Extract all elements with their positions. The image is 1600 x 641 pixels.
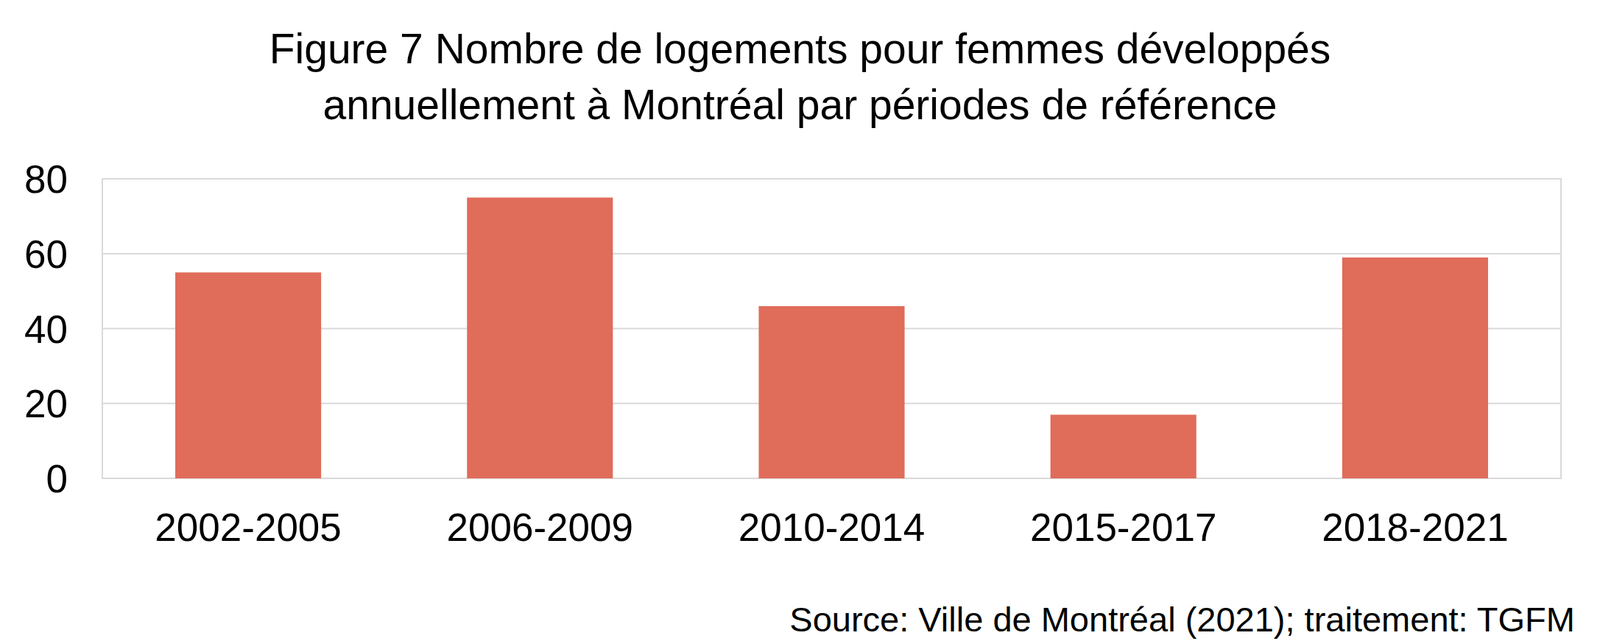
bar xyxy=(175,272,322,479)
x-tick-label: 2002-2005 xyxy=(154,505,341,550)
bar xyxy=(758,306,905,479)
x-tick-label: 2018-2021 xyxy=(1321,505,1508,550)
chart: 0 20 40 60 80 2002-2005 2006-2009 2010-2014 2015… xyxy=(0,0,1600,641)
grid-line xyxy=(102,253,1561,255)
y-tick-label: 0 xyxy=(46,457,68,501)
x-tick-label: 2010-2014 xyxy=(738,505,925,550)
chart-title: Figure 7 Nombre de logements pour femmes… xyxy=(167,20,1434,133)
plot-frame xyxy=(102,178,1561,479)
y-tick-label: 80 xyxy=(24,157,68,202)
x-tick-label: 2015-2017 xyxy=(1030,505,1217,550)
y-tick-label: 40 xyxy=(24,307,68,352)
source-note: Source: Ville de Montréal (2021); traite… xyxy=(789,600,1575,640)
bar xyxy=(1342,257,1489,479)
y-tick-label: 60 xyxy=(24,232,68,277)
y-tick-label: 20 xyxy=(24,382,68,426)
bar xyxy=(1050,415,1197,479)
x-tick-label: 2006-2009 xyxy=(446,505,634,550)
bars xyxy=(175,197,1489,479)
bar xyxy=(466,197,613,479)
